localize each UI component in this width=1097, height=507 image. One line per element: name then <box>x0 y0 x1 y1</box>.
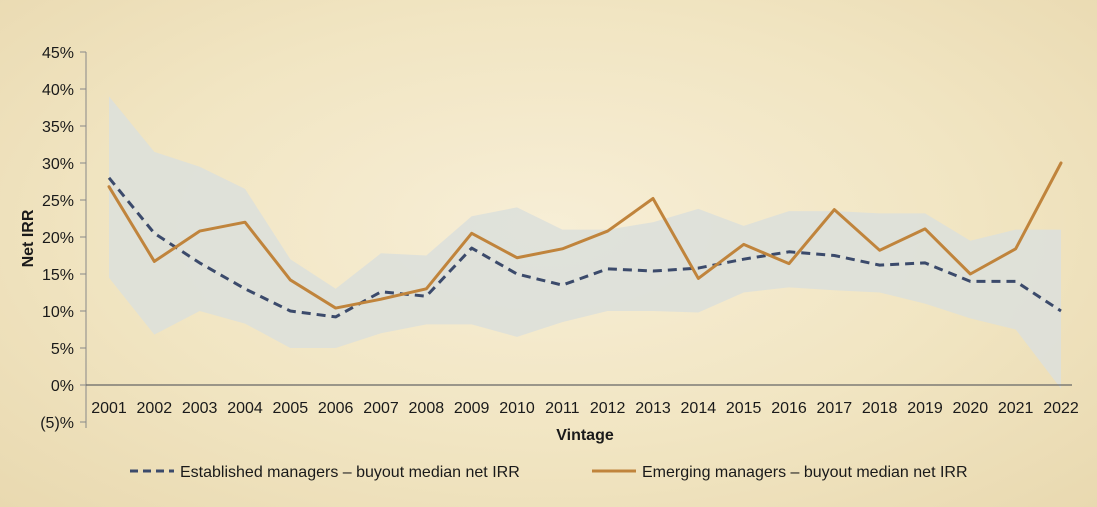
x-tick-label: 2005 <box>273 400 309 417</box>
emerging-data-point <box>1013 247 1017 251</box>
emerging-data-point <box>832 207 836 211</box>
axes <box>80 51 1072 428</box>
emerging-data-point <box>333 306 337 310</box>
legend: Established managers – buyout median net… <box>130 464 968 481</box>
emerging-data-point <box>107 184 111 188</box>
emerging-data-point <box>560 247 564 251</box>
emerging-data-point <box>787 261 791 265</box>
emerging-data-point <box>1059 161 1063 165</box>
x-tick-label: 2018 <box>862 400 898 417</box>
established-data-point <box>1059 309 1063 313</box>
x-axis-title: Vintage <box>556 427 614 444</box>
y-tick-label: 30% <box>42 156 74 173</box>
y-tick-label: 20% <box>42 230 74 247</box>
established-data-point <box>469 246 473 250</box>
y-tick-label: 45% <box>42 45 74 62</box>
tick-labels: 45% 40% 35% 30% 25% 20% 15% 10% 5% 0% (5)% 2001 2002… <box>40 45 1079 432</box>
x-tick-label: 2002 <box>137 400 173 417</box>
x-tick-label: 2011 <box>545 400 580 417</box>
established-data-point <box>605 267 609 271</box>
established-data-point <box>877 263 881 267</box>
x-tick-label: 2003 <box>182 400 218 417</box>
established-data-point <box>288 309 292 313</box>
emerging-data-point <box>152 259 156 263</box>
emerging-data-point <box>968 272 972 276</box>
x-tick-label: 2021 <box>998 400 1034 417</box>
x-tick-label: 2001 <box>91 400 127 417</box>
established-data-point <box>379 290 383 294</box>
range-band-layer <box>109 96 1061 389</box>
emerging-data-point <box>379 297 383 301</box>
x-tick-label: 2022 <box>1043 400 1079 417</box>
established-data-point <box>741 257 745 261</box>
y-tick-label: 0% <box>51 378 74 395</box>
x-tick-label: 2007 <box>363 400 399 417</box>
y-tick-label: 40% <box>42 82 74 99</box>
established-data-point <box>333 315 337 319</box>
x-tick-label: 2014 <box>681 400 717 417</box>
x-tick-label: 2015 <box>726 400 762 417</box>
emerging-data-point <box>741 242 745 246</box>
y-tick-label: 35% <box>42 119 74 136</box>
x-tick-label: 2012 <box>590 400 626 417</box>
emerging-data-point <box>605 229 609 233</box>
x-tick-label: 2020 <box>953 400 989 417</box>
established-data-point <box>197 261 201 265</box>
y-tick-label: 15% <box>42 267 74 284</box>
emerging-data-point <box>923 227 927 231</box>
x-tick-label: 2004 <box>227 400 263 417</box>
established-data-point <box>832 253 836 257</box>
x-tick-label: 2010 <box>499 400 535 417</box>
established-data-point <box>243 287 247 291</box>
emerging-data-point <box>243 220 247 224</box>
emerging-data-point <box>469 231 473 235</box>
emerging-data-point <box>288 278 292 282</box>
x-tick-label: 2016 <box>771 400 807 417</box>
established-data-point <box>560 283 564 287</box>
y-tick-label: (5)% <box>40 415 74 432</box>
x-tick-label: 2019 <box>907 400 943 417</box>
established-data-point <box>152 231 156 235</box>
x-tick-label: 2013 <box>635 400 671 417</box>
legend-label-emerging: Emerging managers – buyout median net IR… <box>642 464 968 481</box>
established-data-point <box>1013 279 1017 283</box>
established-data-point <box>651 269 655 273</box>
established-data-point <box>696 266 700 270</box>
emerging-data-point <box>424 287 428 291</box>
range-band <box>109 96 1061 389</box>
y-tick-label: 5% <box>51 341 74 358</box>
established-data-point <box>968 279 972 283</box>
y-tick-label: 10% <box>42 304 74 321</box>
y-axis-title: Net IRR <box>20 209 37 267</box>
emerging-data-point <box>197 229 201 233</box>
series-layer <box>107 161 1063 319</box>
x-tick-label: 2008 <box>409 400 445 417</box>
established-data-point <box>923 261 927 265</box>
established-data-point <box>107 176 111 180</box>
emerging-series-line <box>107 161 1063 310</box>
emerging-data-point <box>515 256 519 260</box>
established-data-point <box>424 294 428 298</box>
x-tick-label: 2017 <box>817 400 853 417</box>
emerging-data-point <box>651 196 655 200</box>
established-series-line <box>107 176 1062 319</box>
legend-label-established: Established managers – buyout median net… <box>180 464 520 481</box>
emerging-data-point <box>877 248 881 252</box>
x-tick-label: 2009 <box>454 400 490 417</box>
y-tick-label: 25% <box>42 193 74 210</box>
x-tick-label: 2006 <box>318 400 354 417</box>
established-data-point <box>787 250 791 254</box>
emerging-data-point <box>696 276 700 280</box>
established-data-point <box>515 272 519 276</box>
